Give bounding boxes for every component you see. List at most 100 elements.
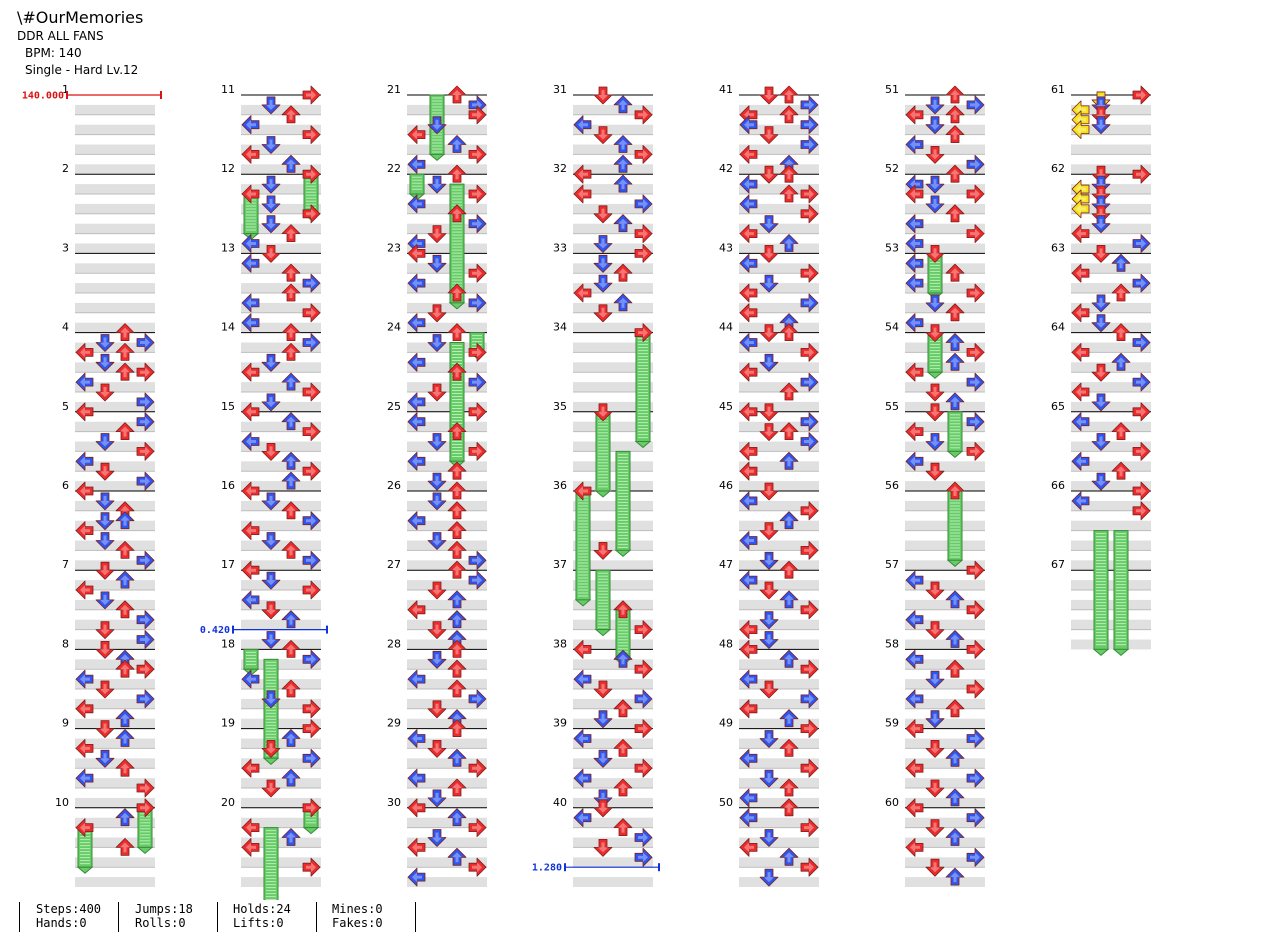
beat-stripe (905, 698, 985, 709)
arrow-highlight (910, 614, 920, 625)
arrow-shape (925, 433, 945, 451)
arrow-shape (302, 857, 321, 877)
arrow-shape (739, 699, 758, 719)
beat-stripe (739, 778, 819, 788)
measure-number: 39 (553, 717, 567, 730)
beat-stripe (573, 401, 653, 412)
arrow-left-icon (241, 184, 260, 204)
arrow-highlight (764, 872, 774, 883)
arrow-left-icon (241, 521, 260, 540)
arrow-shape (115, 323, 135, 342)
arrow-up-icon (447, 541, 467, 559)
arrow-shape (447, 422, 467, 441)
arrow-highlight (784, 109, 794, 120)
arrow-up-icon (945, 164, 965, 183)
arrow-highlight (1136, 377, 1146, 388)
arrow-highlight (140, 446, 150, 457)
arrow-up-icon (281, 154, 301, 173)
arrow-shape (573, 808, 592, 828)
arrow-left-icon (407, 798, 426, 818)
arrow-left-icon (241, 560, 260, 580)
arrow-right-icon (136, 550, 155, 570)
arrow-shape (779, 560, 799, 579)
arrow-highlight (970, 159, 980, 170)
arrow-shape (925, 145, 945, 164)
arrow-up-icon (945, 333, 965, 351)
arrow-shape (302, 748, 321, 768)
arrow-shape (945, 699, 965, 718)
arrow-right-icon (966, 184, 985, 204)
arrow-highlight (804, 545, 814, 556)
arrow-highlight (432, 476, 442, 487)
arrow-right-icon (302, 422, 321, 442)
arrow-highlight (1076, 124, 1086, 135)
arrow-highlight (744, 446, 754, 457)
arrow-right-icon (966, 679, 985, 699)
arrow-up-icon (281, 768, 301, 787)
beat-stripe (739, 263, 819, 274)
arrow-shape (95, 749, 115, 768)
arrow-right-icon (800, 372, 819, 392)
arrow-shape (634, 828, 653, 847)
beat-stripe (1071, 203, 1151, 214)
arrow-right-icon (302, 699, 321, 719)
beat-stripe (905, 520, 985, 531)
arrow-up-icon (945, 748, 965, 767)
arrow-right-icon (800, 689, 819, 709)
arrow-right-icon (468, 758, 487, 778)
arrow-highlight (1076, 307, 1086, 318)
arrow-up-icon (779, 847, 799, 866)
arrow-right-icon (800, 342, 819, 362)
arrow-shape (905, 362, 924, 382)
arrow-down-icon (593, 542, 613, 560)
arrow-highlight (1076, 268, 1086, 279)
arrow-left-icon (905, 758, 924, 778)
arrow-highlight (950, 594, 960, 605)
arrow-shape (95, 561, 115, 580)
arrow-shape (925, 403, 945, 422)
arrow-left-icon (739, 362, 758, 382)
arrow-shape (261, 136, 281, 154)
arrow-up-icon (1111, 352, 1131, 371)
arrow-right-icon (302, 125, 321, 145)
arrow-highlight (412, 198, 422, 209)
beat-stripe (739, 698, 819, 709)
arrow-up-icon (447, 135, 467, 153)
beat-stripe (75, 342, 155, 353)
arrow-shape (739, 362, 758, 382)
measure-number: 33 (553, 241, 567, 254)
arrow-shape (779, 234, 799, 252)
arrow-shape (593, 304, 613, 323)
arrow-shape (573, 481, 592, 501)
arrow-highlight (638, 664, 648, 675)
beat-stripe (241, 520, 321, 531)
arrow-right-icon (800, 263, 819, 283)
arrow-shape (281, 105, 301, 124)
beat-stripe (905, 362, 985, 373)
arrow-highlight (970, 733, 980, 744)
arrow-down-icon (261, 215, 281, 234)
arrow-highlight (452, 426, 462, 437)
arrow-highlight (764, 218, 774, 229)
arrow-right-icon (302, 273, 321, 293)
beat-stripe (75, 124, 155, 135)
arrow-left-icon (407, 392, 426, 412)
beat-stripe (241, 441, 321, 452)
arrow-up-icon (779, 422, 799, 441)
arrow-up-icon (1111, 461, 1131, 480)
arrow-shape (739, 333, 758, 352)
beat-stripe (905, 619, 985, 630)
arrow-shape (427, 175, 447, 194)
measure: 45 (719, 400, 819, 491)
arrow-left-icon (1071, 412, 1090, 432)
arrow-down-icon (759, 868, 779, 887)
arrow-shape (800, 689, 819, 709)
arrow-shape (1071, 120, 1090, 140)
arrow-highlight (784, 387, 794, 397)
arrow-shape (115, 570, 135, 589)
arrow-highlight (286, 456, 296, 467)
arrow-shape (1071, 491, 1090, 511)
beat-stripe (573, 857, 653, 868)
beat-stripe (905, 223, 985, 234)
arrow-shape (241, 144, 260, 164)
